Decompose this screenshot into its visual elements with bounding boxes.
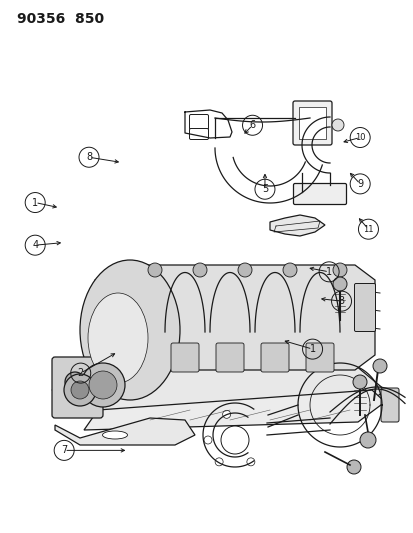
Text: 90356  850: 90356 850 [17,12,103,26]
Text: 1: 1 [32,198,38,207]
Text: 11: 11 [362,225,373,233]
Text: 8: 8 [86,152,92,162]
FancyBboxPatch shape [293,183,346,205]
FancyBboxPatch shape [292,101,331,145]
Circle shape [282,263,296,277]
Circle shape [332,277,346,291]
Text: 3: 3 [338,296,344,306]
Text: 1: 1 [309,344,315,354]
Ellipse shape [80,260,180,400]
Text: 1: 1 [325,267,331,277]
Circle shape [352,375,366,389]
FancyBboxPatch shape [354,284,375,332]
FancyBboxPatch shape [305,343,333,372]
FancyBboxPatch shape [380,388,398,422]
Circle shape [215,458,223,466]
Bar [298,107,325,139]
Circle shape [64,374,96,406]
Text: 4: 4 [32,240,38,250]
Circle shape [237,263,252,277]
Circle shape [372,359,386,373]
FancyBboxPatch shape [52,357,103,418]
Circle shape [346,460,360,474]
Circle shape [192,263,206,277]
Circle shape [246,458,254,466]
Text: 9: 9 [356,179,362,189]
Text: 5: 5 [261,184,268,194]
FancyBboxPatch shape [171,343,199,372]
Polygon shape [52,365,384,415]
FancyBboxPatch shape [189,128,208,140]
FancyBboxPatch shape [260,343,288,372]
Circle shape [204,436,211,444]
Text: 6: 6 [249,120,255,130]
Circle shape [71,381,89,399]
Circle shape [221,426,248,454]
Ellipse shape [88,293,147,383]
Circle shape [331,119,343,131]
Circle shape [65,372,85,392]
Circle shape [332,263,346,277]
Polygon shape [55,418,195,445]
Circle shape [222,410,230,418]
Circle shape [147,263,161,277]
FancyBboxPatch shape [216,343,243,372]
Text: 10: 10 [354,133,365,142]
FancyBboxPatch shape [189,115,208,130]
Text: 2: 2 [77,368,84,378]
Polygon shape [269,215,324,236]
Ellipse shape [102,431,127,439]
Polygon shape [95,265,374,370]
Circle shape [359,432,375,448]
Circle shape [89,371,117,399]
Text: 7: 7 [61,446,67,455]
Polygon shape [84,390,384,430]
Circle shape [81,363,125,407]
